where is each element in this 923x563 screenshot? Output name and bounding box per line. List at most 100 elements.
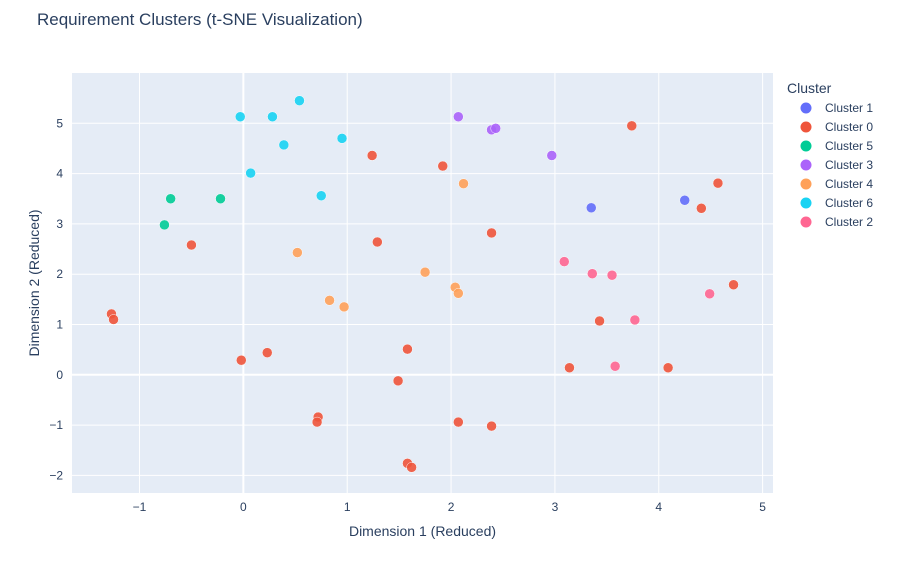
data-point[interactable]	[728, 279, 739, 291]
x-tick-label: 0	[240, 500, 247, 514]
data-point[interactable]	[336, 133, 348, 144]
legend-label: Cluster 2	[825, 215, 873, 229]
x-tick-label: 1	[344, 500, 351, 514]
data-point[interactable]	[278, 139, 290, 151]
data-point[interactable]	[294, 95, 305, 106]
y-tick-label: 1	[56, 317, 63, 331]
legend-item[interactable]: Cluster 1	[800, 101, 874, 115]
data-point[interactable]	[108, 314, 119, 325]
data-point[interactable]	[453, 416, 464, 428]
legend-item[interactable]: Cluster 2	[800, 215, 874, 229]
chart-title: Requirement Clusters (t-SNE Visualizatio…	[37, 10, 363, 29]
legend-item[interactable]: Cluster 5	[800, 139, 874, 153]
x-tick-label: 2	[448, 500, 455, 514]
legend-label: Cluster 5	[825, 139, 873, 153]
data-point[interactable]	[486, 227, 497, 239]
data-point[interactable]	[261, 347, 273, 358]
data-point[interactable]	[453, 111, 464, 123]
y-axis-ticks: −2 −1 0 1 2 3 4 5	[49, 116, 63, 482]
series-cluster-2	[559, 256, 715, 372]
legend-label: Cluster 3	[825, 158, 873, 172]
y-tick-label: 0	[56, 368, 63, 382]
legend-item[interactable]: Cluster 0	[800, 120, 874, 134]
data-point[interactable]	[324, 295, 335, 306]
data-point[interactable]	[629, 314, 641, 326]
data-point[interactable]	[372, 236, 383, 248]
data-point[interactable]	[245, 167, 256, 179]
y-tick-label: 4	[56, 167, 63, 181]
data-point[interactable]	[159, 219, 170, 231]
data-point[interactable]	[165, 193, 176, 204]
series-cluster-4	[292, 178, 469, 313]
legend-item[interactable]: Cluster 4	[800, 177, 874, 191]
data-point[interactable]	[338, 301, 350, 313]
plot-area	[72, 73, 773, 493]
x-tick-label: 4	[655, 500, 662, 514]
data-point[interactable]	[453, 288, 464, 299]
y-tick-label: 2	[56, 267, 63, 281]
data-point[interactable]	[406, 462, 417, 473]
data-point[interactable]	[662, 362, 674, 374]
y-tick-label: −2	[49, 468, 63, 482]
data-point[interactable]	[594, 315, 605, 327]
data-point[interactable]	[606, 269, 618, 281]
series-cluster-1	[586, 195, 690, 214]
data-point[interactable]	[609, 360, 621, 372]
data-point[interactable]	[546, 150, 558, 161]
data-point[interactable]	[486, 420, 497, 432]
x-tick-label: 5	[759, 500, 766, 514]
data-points	[106, 95, 739, 473]
y-axis-label: Dimension 2 (Reduced)	[26, 209, 42, 356]
data-point[interactable]	[712, 177, 724, 189]
legend-label: Cluster 0	[825, 120, 873, 134]
y-tick-label: −1	[49, 418, 63, 432]
legend-marker	[800, 178, 812, 190]
data-point[interactable]	[315, 190, 327, 201]
data-point[interactable]	[437, 160, 449, 172]
data-point[interactable]	[704, 288, 715, 300]
data-point[interactable]	[292, 247, 303, 258]
data-point[interactable]	[559, 256, 570, 267]
series-cluster-6	[234, 95, 348, 201]
legend-marker	[800, 140, 812, 152]
data-point[interactable]	[626, 120, 638, 132]
data-point[interactable]	[234, 111, 246, 123]
data-point[interactable]	[311, 416, 323, 428]
data-point[interactable]	[490, 123, 501, 134]
data-point[interactable]	[215, 193, 226, 204]
data-point[interactable]	[679, 195, 690, 206]
data-point[interactable]	[419, 266, 431, 278]
x-tick-label: −1	[133, 500, 147, 514]
data-point[interactable]	[236, 354, 247, 366]
series-cluster-3	[453, 111, 558, 161]
legend-marker	[800, 197, 812, 209]
series-cluster-5	[159, 193, 226, 231]
data-point[interactable]	[564, 362, 575, 374]
grid-lines	[72, 73, 773, 493]
x-axis-label: Dimension 1 (Reduced)	[349, 523, 496, 539]
legend-title: Cluster	[787, 80, 832, 96]
legend-label: Cluster 6	[825, 196, 873, 210]
legend-item[interactable]: Cluster 3	[800, 158, 874, 172]
data-point[interactable]	[366, 150, 378, 161]
data-point[interactable]	[587, 268, 598, 279]
data-point[interactable]	[267, 111, 278, 123]
data-point[interactable]	[186, 239, 197, 251]
legend: Cluster Cluster 1 Cluster 0 Cluster 5 Clust…	[787, 80, 873, 229]
data-point[interactable]	[458, 178, 469, 189]
data-point[interactable]	[402, 343, 413, 355]
legend-marker	[800, 159, 812, 171]
legend-marker	[800, 102, 812, 114]
data-point[interactable]	[696, 203, 707, 214]
legend-label: Cluster 4	[825, 177, 873, 191]
legend-marker	[800, 121, 812, 133]
y-tick-label: 5	[56, 116, 63, 130]
data-point[interactable]	[586, 202, 597, 214]
legend-item[interactable]: Cluster 6	[800, 196, 874, 210]
legend-marker	[800, 216, 812, 228]
x-axis-ticks: −1 0 1 2 3 4 5	[133, 500, 767, 514]
y-tick-label: 3	[56, 217, 63, 231]
data-point[interactable]	[392, 375, 404, 387]
x-tick-label: 3	[552, 500, 559, 514]
